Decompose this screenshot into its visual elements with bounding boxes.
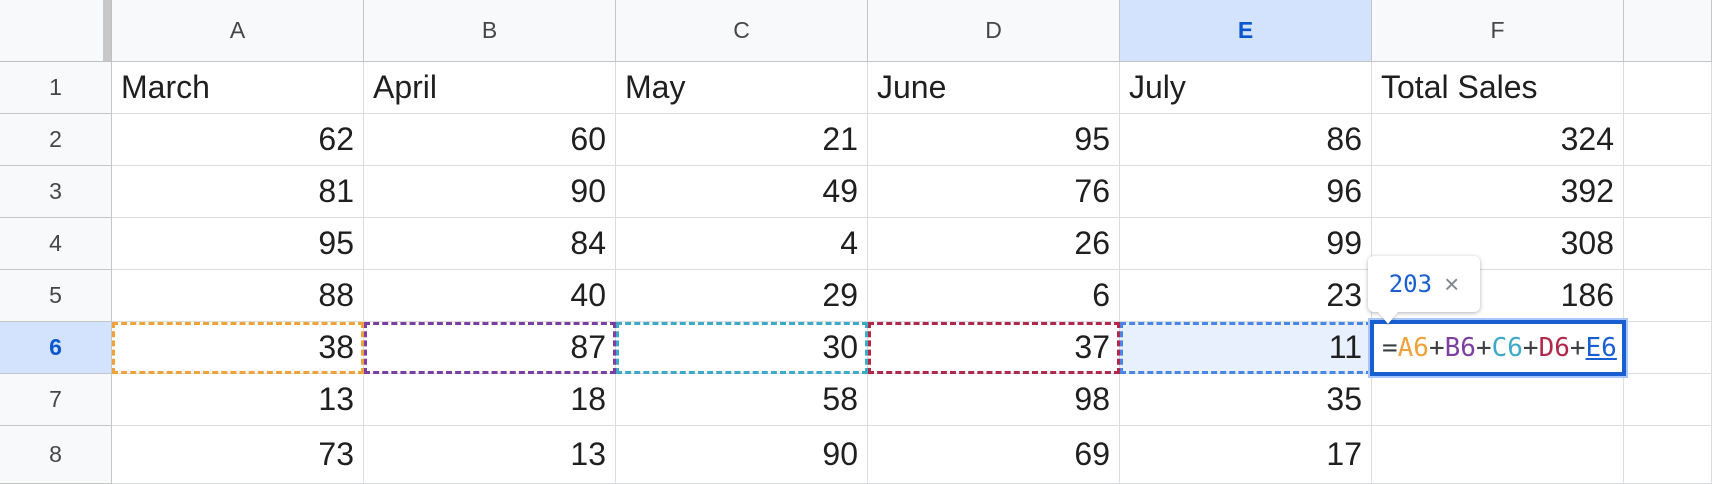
cell-x2[interactable] (1624, 114, 1712, 166)
cell-a3[interactable]: 81 (112, 166, 364, 218)
column-header-c[interactable]: C (616, 0, 868, 62)
row-header-4[interactable]: 4 (0, 218, 112, 270)
cell-a6[interactable]: 38 (112, 322, 364, 374)
formula-equals: = (1382, 332, 1398, 363)
cell-f1[interactable]: Total Sales (1372, 62, 1624, 114)
row-header-8[interactable]: 8 (0, 426, 112, 484)
cell-c8[interactable]: 90 (616, 426, 868, 484)
row-header-6[interactable]: 6 (0, 322, 112, 374)
formula-operator: + (1522, 332, 1539, 363)
cell-x3[interactable] (1624, 166, 1712, 218)
column-header-d[interactable]: D (868, 0, 1120, 62)
cell-x6[interactable] (1624, 322, 1712, 374)
cell-f2[interactable]: 324 (1372, 114, 1624, 166)
cell-x4[interactable] (1624, 218, 1712, 270)
cell-a1[interactable]: March (112, 62, 364, 114)
cell-f6[interactable]: =A6+B6+C6+D6+E6 (1370, 320, 1626, 376)
cell-b3[interactable]: 90 (364, 166, 616, 218)
cell-d8[interactable]: 69 (868, 426, 1120, 484)
cell-c5[interactable]: 29 (616, 270, 868, 322)
cell-f5[interactable]: 186 (1372, 270, 1624, 322)
formula-ref-b6: B6 (1444, 332, 1476, 363)
cell-e2[interactable]: 86 (1120, 114, 1372, 166)
cell-c2[interactable]: 21 (616, 114, 868, 166)
cell-f8[interactable] (1372, 426, 1624, 484)
cell-a2[interactable]: 62 (112, 114, 364, 166)
cell-b5[interactable]: 40 (364, 270, 616, 322)
formula-ref-d6: D6 (1538, 332, 1570, 363)
cell-b8[interactable]: 13 (364, 426, 616, 484)
close-icon[interactable]: × (1444, 268, 1460, 299)
cell-f7[interactable] (1372, 374, 1624, 426)
cell-e1[interactable]: July (1120, 62, 1372, 114)
formula-operator: + (1569, 332, 1586, 363)
row-header-3[interactable]: 3 (0, 166, 112, 218)
cell-a4[interactable]: 95 (112, 218, 364, 270)
cell-e7[interactable]: 35 (1120, 374, 1372, 426)
row-header-1[interactable]: 1 (0, 62, 112, 114)
cell-x8[interactable] (1624, 426, 1712, 484)
cell-c4[interactable]: 4 (616, 218, 868, 270)
formula-operator: + (1475, 332, 1492, 363)
cell-c1[interactable]: May (616, 62, 868, 114)
cell-e3[interactable]: 96 (1120, 166, 1372, 218)
column-header-b[interactable]: B (364, 0, 616, 62)
cell-b7[interactable]: 18 (364, 374, 616, 426)
cell-a8[interactable]: 73 (112, 426, 364, 484)
cell-d6[interactable]: 37 (868, 322, 1120, 374)
formula-ref-e6: E6 (1585, 332, 1617, 363)
cell-x1[interactable] (1624, 62, 1712, 114)
row-header-5[interactable]: 5 (0, 270, 112, 322)
column-header-extra[interactable] (1624, 0, 1712, 62)
column-header-a[interactable]: A (112, 0, 364, 62)
cell-x7[interactable] (1624, 374, 1712, 426)
cell-d4[interactable]: 26 (868, 218, 1120, 270)
formula-result-preview: 203 × (1368, 256, 1480, 312)
cell-e8[interactable]: 17 (1120, 426, 1372, 484)
cell-f3[interactable]: 392 (1372, 166, 1624, 218)
row-header-2[interactable]: 2 (0, 114, 112, 166)
cell-x5[interactable] (1624, 270, 1712, 322)
cell-c3[interactable]: 49 (616, 166, 868, 218)
column-header-f[interactable]: F (1372, 0, 1624, 62)
cell-b4[interactable]: 84 (364, 218, 616, 270)
formula-input[interactable]: =A6+B6+C6+D6+E6 (1382, 333, 1617, 363)
cell-b6[interactable]: 87 (364, 322, 616, 374)
cell-a5[interactable]: 88 (112, 270, 364, 322)
cell-b2[interactable]: 60 (364, 114, 616, 166)
cell-d3[interactable]: 76 (868, 166, 1120, 218)
cell-c7[interactable]: 58 (616, 374, 868, 426)
cell-d2[interactable]: 95 (868, 114, 1120, 166)
select-all-corner[interactable] (0, 0, 112, 62)
cell-e4[interactable]: 99 (1120, 218, 1372, 270)
cell-e5[interactable]: 23 (1120, 270, 1372, 322)
cell-a7[interactable]: 13 (112, 374, 364, 426)
formula-ref-c6: C6 (1491, 332, 1523, 363)
cell-d1[interactable]: June (868, 62, 1120, 114)
column-header-e[interactable]: E (1120, 0, 1372, 62)
cell-e6[interactable]: 11 (1120, 322, 1372, 374)
formula-operator: + (1428, 332, 1445, 363)
preview-value: 203 (1388, 270, 1433, 298)
cell-d5[interactable]: 6 (868, 270, 1120, 322)
cell-c6[interactable]: 30 (616, 322, 868, 374)
cell-b1[interactable]: April (364, 62, 616, 114)
formula-ref-a6: A6 (1397, 332, 1429, 363)
row-header-7[interactable]: 7 (0, 374, 112, 426)
cell-d7[interactable]: 98 (868, 374, 1120, 426)
